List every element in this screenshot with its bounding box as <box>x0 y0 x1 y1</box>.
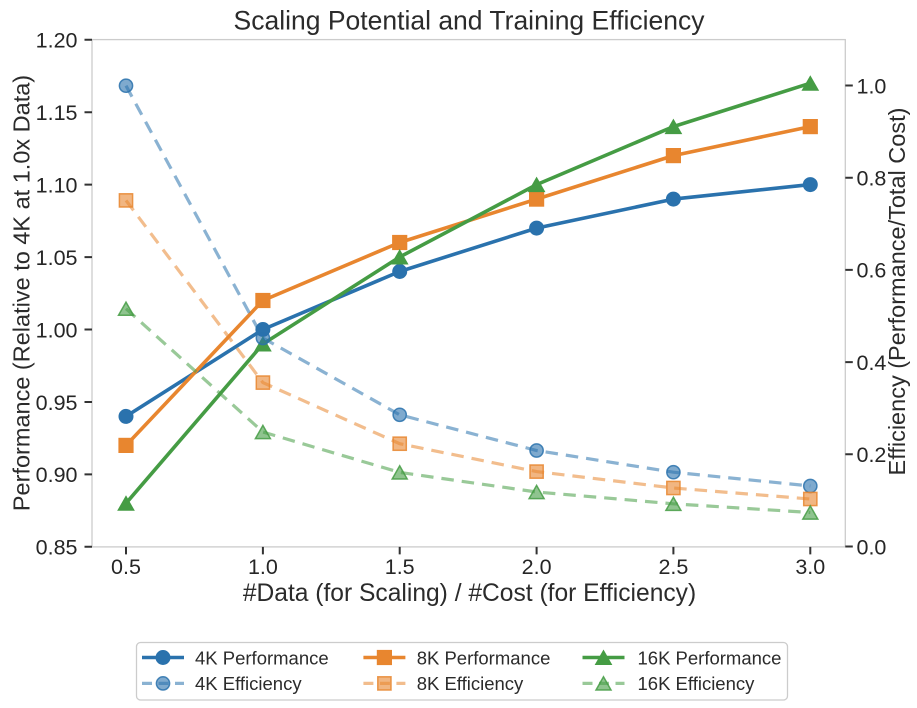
svg-text:Performance (Relative to 4K at: Performance (Relative to 4K at 1.0x Data… <box>9 75 35 511</box>
svg-text:Efficiency (Performance/Total: Efficiency (Performance/Total Cost) <box>884 108 910 476</box>
svg-text:1.20: 1.20 <box>36 29 78 53</box>
svg-text:0.6: 0.6 <box>857 259 887 283</box>
svg-text:4K Performance: 4K Performance <box>195 647 329 668</box>
svg-text:8K Efficiency: 8K Efficiency <box>417 673 524 694</box>
svg-text:1.0: 1.0 <box>248 555 278 579</box>
svg-text:#Data (for Scaling) / #Cost (f: #Data (for Scaling) / #Cost (for Efficie… <box>243 580 696 607</box>
svg-text:0.4: 0.4 <box>857 351 887 375</box>
svg-text:0.8: 0.8 <box>857 167 887 191</box>
svg-text:3.0: 3.0 <box>795 555 825 579</box>
svg-text:1.00: 1.00 <box>36 318 78 342</box>
svg-text:1.5: 1.5 <box>385 555 415 579</box>
svg-text:1.0: 1.0 <box>857 74 887 98</box>
svg-text:4K Efficiency: 4K Efficiency <box>195 673 302 694</box>
svg-text:1.05: 1.05 <box>36 246 78 270</box>
svg-text:0.0: 0.0 <box>857 535 887 559</box>
svg-text:0.2: 0.2 <box>857 443 887 467</box>
svg-text:1.15: 1.15 <box>36 101 78 125</box>
svg-text:16K Efficiency: 16K Efficiency <box>638 673 756 694</box>
svg-text:0.90: 0.90 <box>36 463 78 487</box>
svg-text:16K Performance: 16K Performance <box>638 647 782 668</box>
svg-text:1.10: 1.10 <box>36 173 78 197</box>
svg-text:Scaling Potential and Training: Scaling Potential and Training Efficienc… <box>234 6 706 36</box>
svg-text:2.5: 2.5 <box>658 555 688 579</box>
svg-text:0.5: 0.5 <box>111 555 141 579</box>
svg-text:8K Performance: 8K Performance <box>417 647 551 668</box>
svg-text:0.95: 0.95 <box>36 391 78 415</box>
svg-text:0.85: 0.85 <box>36 536 78 560</box>
svg-text:2.0: 2.0 <box>522 555 552 579</box>
